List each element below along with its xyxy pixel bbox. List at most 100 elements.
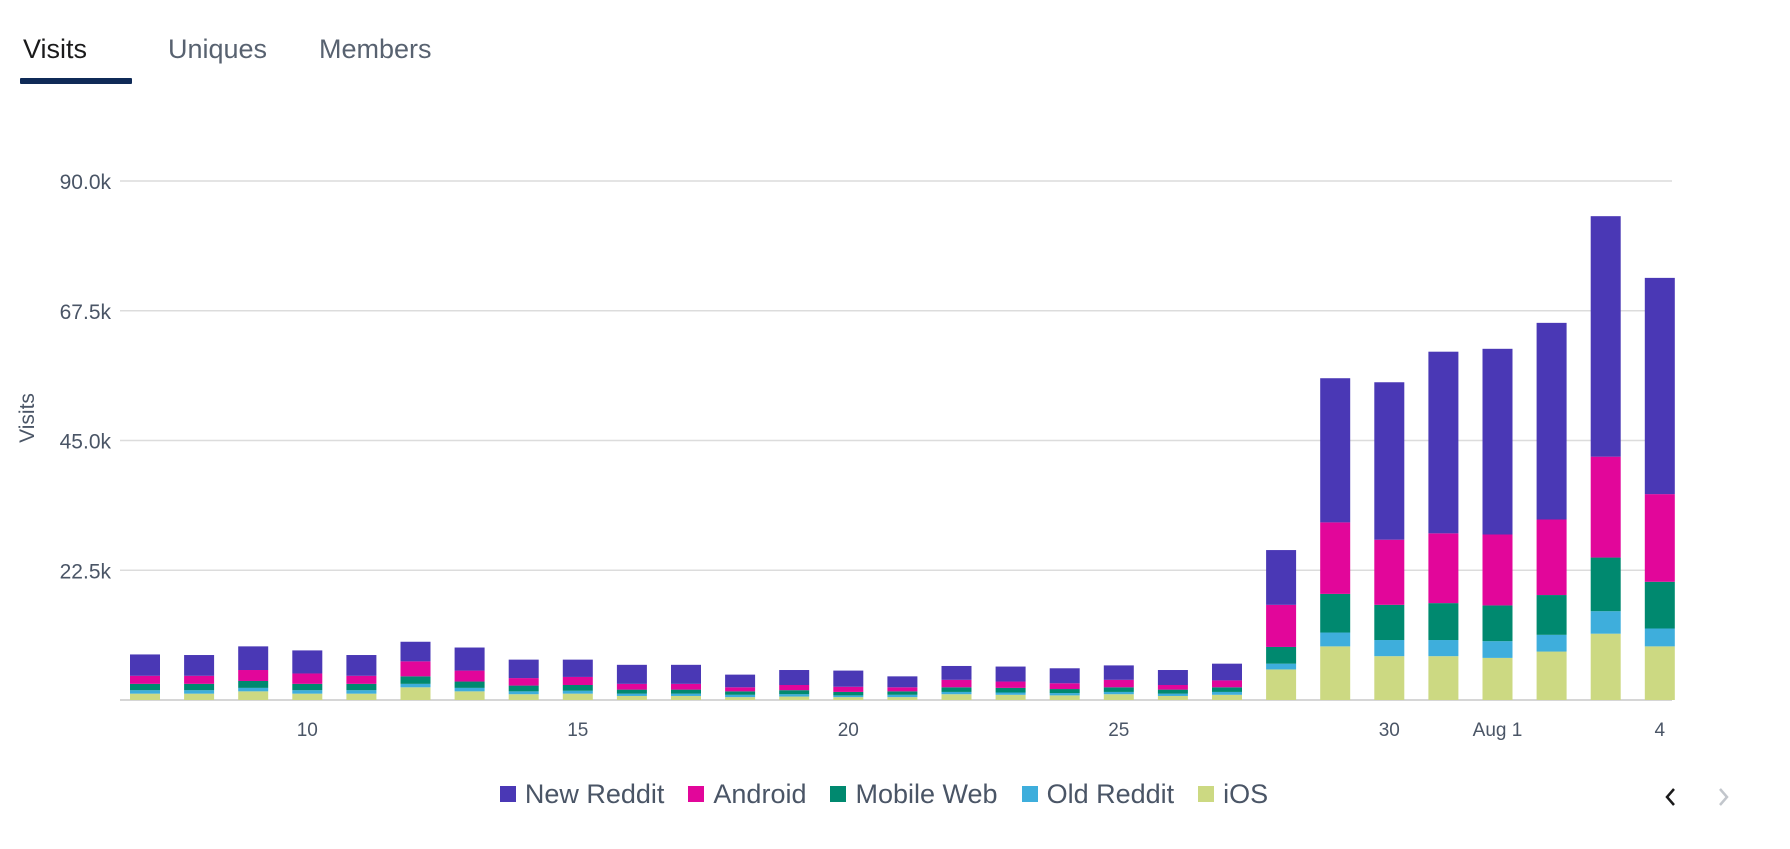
bar-segment-ios [1212,694,1242,700]
bar-segment-mobile-web [887,691,918,695]
bar-segment-android [1049,683,1080,690]
bar-segment-android [1320,522,1351,594]
bar-segment-ios [184,693,215,700]
bar-segment-old-reddit [1157,693,1188,696]
bar-segment-android [346,675,377,684]
tab-members[interactable]: Members [319,34,432,64]
bar-segment-mobile-web [995,687,1026,693]
bar-segment-android [725,687,756,692]
bar-segment-mobile-web [1320,593,1351,633]
bar-segment-ios [671,695,701,700]
bar-segment-new-reddit [1320,378,1351,523]
bar-segment-old-reddit [1266,663,1297,670]
previous-period-button[interactable] [1650,775,1690,819]
bar-segment-android [941,679,972,688]
bar-segment-ios [130,693,160,700]
bar-segment-ios [1049,695,1080,700]
bar-segment-old-reddit [454,687,485,692]
bar-segment-mobile-web [1266,646,1297,664]
bar-segment-mobile-web [1049,689,1080,694]
active-tab-underline [20,78,132,84]
bar-segment-mobile-web [292,683,323,691]
bar-segment-old-reddit [238,687,269,692]
bar-segment-old-reddit [995,692,1026,695]
bar-segment-mobile-web [346,683,377,691]
bar-segment-mobile-web [1157,689,1188,694]
bar-segment-old-reddit [941,691,972,695]
bar-segment-new-reddit [941,665,972,680]
bar-segment-android [238,670,269,681]
bar-segment-old-reddit [1590,611,1621,634]
legend-swatch [688,786,705,802]
visits-chart: 22.5k 45.0k 67.5k 90.0k Visits 10 15 20 25 30 Aug … [16,171,1675,741]
bar-segment-old-reddit [346,690,377,694]
legend-item-old-reddit[interactable]: Old Reddit [1021,779,1174,810]
bar-segment-ios [562,693,593,700]
bar-segment-ios [941,694,972,700]
bar-segment-mobile-web [184,683,215,691]
bar-segment-ios [1320,646,1351,700]
legend-item-new-reddit[interactable]: New Reddit [499,778,665,810]
bar-segment-new-reddit [400,641,431,662]
bar-segment-old-reddit [1428,640,1459,657]
bar-segment-ios [292,693,323,700]
bar-segment-mobile-web [833,691,864,696]
bar-segment-ios [1374,656,1405,700]
bar-segment-new-reddit [995,666,1026,682]
tab-visits[interactable]: Visits [23,34,88,64]
bar-segment-ios [1266,669,1297,700]
legend-swatch [1021,786,1038,802]
bar-segment-mobile-web [1482,605,1513,642]
bar-segment-mobile-web [562,685,593,691]
x-tick-label: Aug 1 [1473,720,1523,741]
bar-segment-old-reddit [130,690,160,694]
bar-segment-ios [887,697,918,700]
bar-segment-new-reddit [454,647,485,671]
bar-segment-mobile-web [1590,557,1621,612]
bar-segment-mobile-web [400,676,431,684]
y-tick-label: 90.0k [60,171,112,194]
x-tick-label: 25 [1108,720,1129,741]
bar-segment-mobile-web [1644,581,1675,629]
bar-segment-new-reddit [1374,382,1405,540]
bar-segment-android [887,687,918,692]
bar-segment-ios [995,694,1026,700]
bar-segment-new-reddit [1590,216,1621,457]
bar-segment-ios [1644,646,1675,700]
bar-segment-ios [1590,633,1621,700]
bar-segment-mobile-web [1536,595,1567,635]
bar-segment-ios [1536,651,1567,700]
bar-segment-android [1590,456,1621,558]
bar-segment-android [184,675,215,684]
next-period-button[interactable] [1704,775,1744,819]
bar-segment-android [1536,519,1567,596]
x-tick-label: 4 [1655,720,1666,741]
bar-segment-old-reddit [616,693,647,696]
bar-segment-mobile-web [779,690,810,695]
bar-segment-android [562,676,593,686]
x-tick-label: 10 [297,720,318,741]
bar-segment-android [779,685,810,691]
bar-segment-old-reddit [1536,634,1567,652]
bar-segment-new-reddit [1482,348,1513,535]
bar-segment-old-reddit [887,694,918,698]
bar-segment-mobile-web [508,685,539,692]
legend-item-mobile-web[interactable]: Mobile Web [830,778,998,810]
bar-segment-mobile-web [1103,687,1134,692]
bar-segment-android [130,675,160,684]
legend-item-android[interactable]: Android [688,779,806,810]
bar-segment-ios [508,694,539,700]
bar-segment-mobile-web [130,683,160,691]
bar-segment-new-reddit [1536,322,1567,520]
tab-uniques[interactable]: Uniques [168,34,268,64]
legend-item-ios[interactable]: iOS [1198,779,1268,810]
bar-segment-old-reddit [508,691,539,695]
bar-segment-new-reddit [1103,665,1134,680]
bar-segment-ios [1103,694,1134,700]
legend-label: New Reddit [524,778,665,809]
bar-segment-new-reddit [1266,550,1297,605]
bar-segment-new-reddit [1644,277,1675,495]
legend-label: Mobile Web [855,778,998,809]
bar-segment-old-reddit [400,683,431,688]
bar-segment-new-reddit [508,659,539,679]
